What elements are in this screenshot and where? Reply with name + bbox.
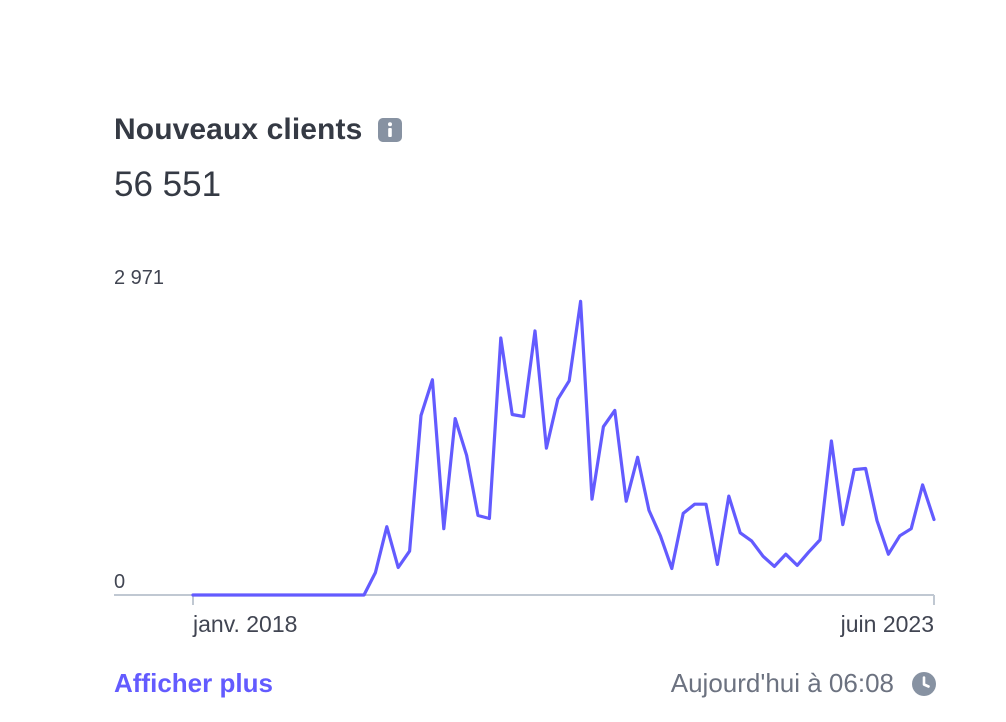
x-tick-label-start: janv. 2018 xyxy=(192,611,297,637)
info-icon[interactable] xyxy=(378,118,403,142)
title-row: Nouveaux clients xyxy=(114,113,403,147)
y-tick-label-zero: 0 xyxy=(114,571,125,593)
x-tick-label-end: juin 2023 xyxy=(840,611,934,637)
card-title: Nouveaux clients xyxy=(114,113,363,146)
clock-icon xyxy=(912,671,936,696)
updated-text: Aujourd'hui à 06:08 xyxy=(670,668,894,698)
total-value: 56 551 xyxy=(114,165,222,204)
show-more-link[interactable]: Afficher plus xyxy=(114,668,273,698)
y-tick-label-max: 2 971 xyxy=(114,267,164,289)
series-line xyxy=(191,299,936,597)
last-updated: Aujourd'hui à 06:08 xyxy=(671,668,936,699)
